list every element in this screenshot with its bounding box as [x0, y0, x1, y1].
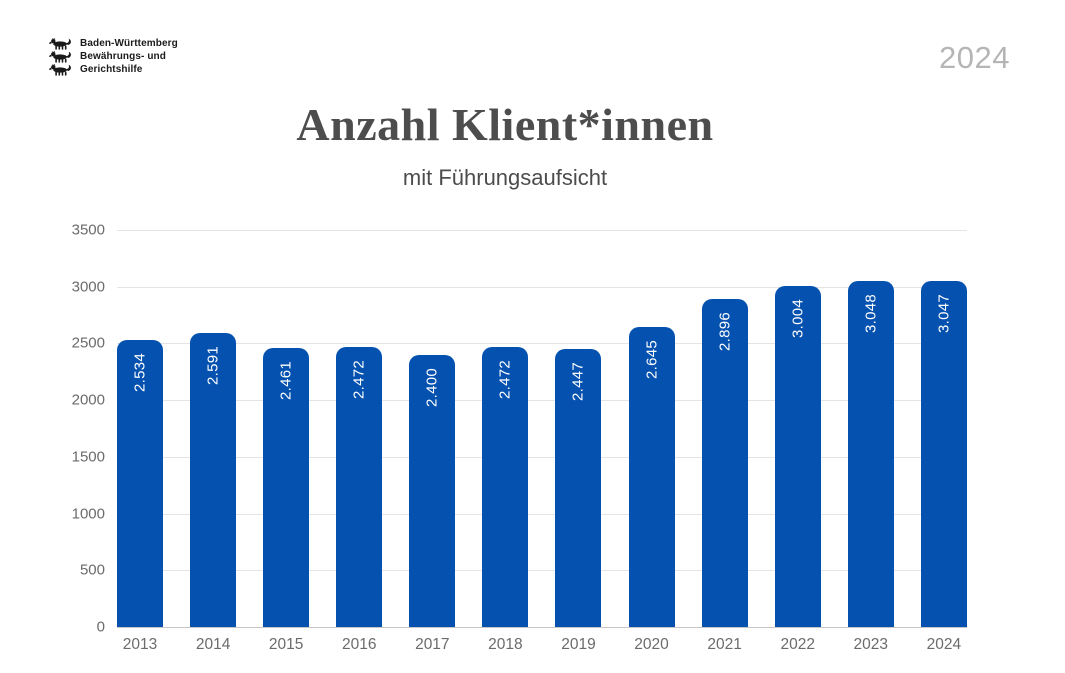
bar: 2.591 [190, 333, 237, 627]
chart-subtitle: mit Führungsaufsicht [402, 165, 608, 190]
gridline [117, 343, 967, 345]
lion-icon [48, 50, 71, 63]
bar-value-label: 3.047 [935, 294, 953, 334]
bar: 3.048 [847, 281, 894, 627]
bar-value-label: 2.472 [496, 359, 514, 399]
bar-value-label: 2.591 [204, 346, 222, 386]
x-tick-label: 2017 [415, 636, 450, 653]
bar: 3.004 [774, 286, 821, 627]
bar-value-label: 2.534 [131, 352, 149, 392]
gridline [117, 286, 967, 288]
logo-text: Baden-Württemberg Bewährungs- und Gerich… [80, 37, 178, 76]
bars-row: 2.534 2013 2.591 2014 2.461 2015 2.472 2016 2.40… [117, 230, 967, 653]
bar-column: 2.461 2015 [263, 230, 310, 653]
bar-column: 2.591 2014 [190, 230, 237, 653]
bar: 2.461 [263, 347, 310, 627]
chart-title: Anzahl Klient*innen [296, 99, 714, 150]
gridline [117, 513, 967, 515]
logo-text-line: Gerichtshilfe [80, 64, 143, 75]
bar: 2.896 [701, 298, 748, 627]
bar-value-label: 3.004 [789, 299, 807, 339]
plot-area: 2.534 2013 2.591 2014 2.461 2015 2.472 2016 2.40… [117, 230, 967, 653]
bar-value-label: 2.896 [716, 311, 734, 351]
gridline [117, 230, 967, 231]
bar: 2.534 [117, 339, 163, 627]
x-tick-label: 2018 [488, 636, 523, 653]
bar: 2.400 [409, 354, 456, 627]
x-tick-label: 2013 [122, 636, 158, 653]
bar-column: 2.645 2020 [628, 230, 675, 653]
title-block: Anzahl Klient*innen mit Führungsaufsicht [0, 98, 1010, 191]
y-tick-label: 3500 [71, 221, 105, 239]
y-axis-labels: 3500 3000 2500 2000 1500 1000 500 0 [35, 222, 105, 636]
x-tick-label: 2016 [341, 636, 377, 653]
gridline [117, 570, 967, 572]
bar: 3.047 [920, 281, 967, 627]
x-tick-label: 2014 [195, 636, 231, 653]
bar-column: 2.472 2016 [336, 230, 383, 653]
bar-column: 3.048 2023 [847, 230, 894, 653]
bar-column: 2.447 2019 [555, 230, 602, 653]
y-tick-label: 500 [79, 561, 105, 579]
logo-text-line: Bewährungs- und [80, 51, 166, 62]
bar-column: 2.400 2017 [409, 230, 456, 653]
bar-column: 3.004 2022 [774, 230, 821, 653]
y-tick-label: 0 [96, 618, 105, 636]
bar: 2.472 [336, 346, 383, 627]
bar-column: 2.534 2013 [117, 230, 163, 653]
x-tick-label: 2015 [268, 636, 304, 653]
x-tick-label: 2024 [926, 636, 962, 653]
year-badge: 2024 [939, 40, 1010, 75]
x-tick-label: 2021 [707, 636, 742, 653]
bar-value-label: 2.472 [350, 359, 368, 399]
x-tick-label: 2020 [634, 636, 669, 653]
lion-icon [48, 63, 71, 76]
logo: Baden-Württemberg Bewährungs- und Gerich… [48, 37, 178, 76]
bar-value-label: 2.447 [569, 362, 587, 402]
bar-value-label: 3.048 [862, 294, 880, 334]
lion-icon [48, 37, 71, 50]
bar-column: 2.896 2021 [701, 230, 748, 653]
bar: 2.472 [482, 346, 529, 627]
y-tick-label: 1000 [71, 505, 105, 523]
gridline [117, 456, 967, 458]
bar-column: 3.047 2024 [920, 230, 967, 653]
bar-column: 2.472 2018 [482, 230, 529, 653]
bar: 2.645 [628, 326, 675, 627]
y-tick-label: 2500 [71, 334, 105, 352]
x-tick-label: 2022 [780, 636, 815, 653]
logo-text-line: Baden-Württemberg [80, 38, 178, 49]
bar-value-label: 2.461 [277, 360, 295, 400]
x-tick-label: 2019 [561, 636, 596, 653]
y-tick-label: 3000 [71, 278, 105, 296]
x-tick-label: 2023 [853, 636, 889, 653]
bar-value-label: 2.400 [423, 367, 441, 407]
bar: 2.447 [555, 349, 602, 627]
logo-coat-of-arms [48, 37, 73, 76]
x-axis-line [117, 627, 967, 628]
y-tick-label: 1500 [71, 448, 105, 466]
gridline [117, 400, 967, 402]
bar-value-label: 2.645 [643, 339, 661, 380]
y-tick-label: 2000 [71, 391, 105, 409]
